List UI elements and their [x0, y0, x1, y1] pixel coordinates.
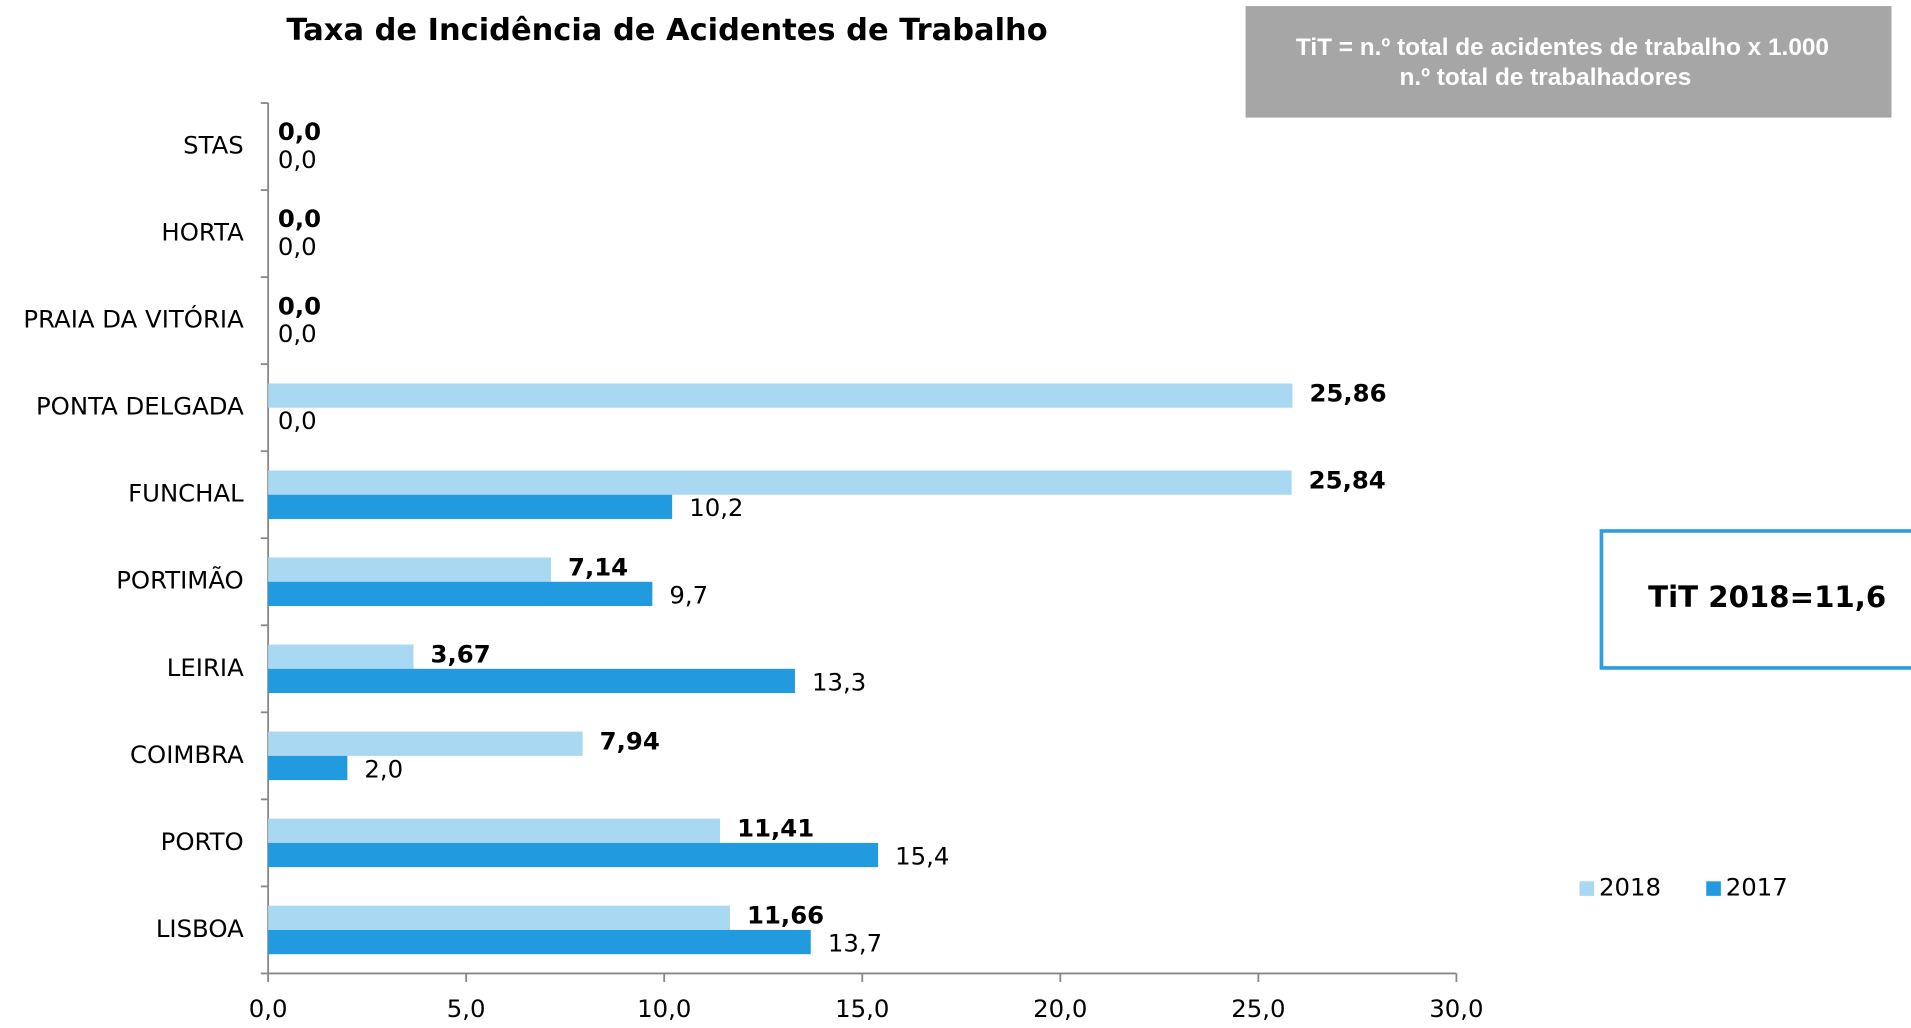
x-tick-label: 30,0 [1429, 994, 1483, 1023]
value-label: 7,94 [600, 727, 660, 756]
legend-swatch [1579, 881, 1595, 896]
value-label: 0,0 [278, 319, 317, 348]
value-label: 2,0 [364, 754, 403, 783]
legend-label: 2017 [1726, 873, 1788, 902]
formula-line: TiT = n.º total de acidentes de trabalho… [1296, 34, 1829, 61]
legend-label: 2018 [1599, 873, 1661, 902]
bar [268, 731, 583, 756]
bar [268, 755, 348, 781]
bar [268, 470, 1292, 495]
value-label: 25,84 [1309, 465, 1386, 494]
y-tick-label: PONTA DELGADA [36, 392, 244, 421]
value-label: 0,0 [278, 232, 317, 261]
bar [268, 494, 673, 519]
value-label: 7,14 [568, 552, 628, 581]
x-tick-label: 5,0 [447, 994, 486, 1023]
y-tick-label: STAS [183, 131, 244, 160]
value-label: 0,0 [278, 117, 321, 146]
y-tick-label: PORTIMÃO [116, 565, 244, 595]
x-tick-label: 25,0 [1231, 994, 1285, 1023]
x-tick-label: 15,0 [835, 994, 889, 1023]
bar [268, 818, 721, 843]
x-tick-label: 0,0 [249, 994, 288, 1023]
value-label: 0,0 [278, 145, 317, 174]
value-label: 0,0 [278, 406, 317, 435]
value-label: 9,7 [669, 580, 708, 609]
y-tick-label: COIMBRA [130, 740, 244, 769]
value-label: 10,2 [689, 493, 743, 522]
formula-box [1245, 6, 1892, 118]
bar [268, 581, 653, 607]
highlight-box [1599, 529, 1911, 670]
bar [268, 557, 551, 582]
formula-line: n.º total de trabalhadores [1399, 64, 1691, 91]
value-label: 11,66 [747, 901, 824, 930]
x-tick-label: 20,0 [1033, 994, 1087, 1023]
y-tick-label: LISBOA [156, 914, 244, 943]
value-label: 3,67 [431, 640, 491, 669]
highlight-text: TiT 2018=11,6 [1648, 580, 1886, 614]
bar [268, 842, 879, 868]
y-tick-label: FUNCHAL [128, 479, 244, 508]
chart-title: Taxa de Incidência de Acidentes de Traba… [286, 13, 1047, 48]
bar [268, 383, 1293, 408]
bar [268, 929, 811, 955]
value-label: 13,3 [812, 667, 866, 696]
x-tick-label: 10,0 [637, 994, 691, 1023]
value-label: 25,86 [1309, 378, 1386, 407]
y-tick-label: LEIRIA [167, 653, 244, 682]
bar [268, 668, 795, 694]
y-tick-label: HORTA [161, 218, 244, 247]
bar [268, 644, 414, 669]
value-label: 15,4 [895, 841, 949, 870]
bar [268, 905, 730, 930]
legend-swatch [1706, 881, 1721, 896]
y-tick-label: PRAIA DA VITÓRIA [23, 304, 244, 334]
y-tick-label: PORTO [161, 827, 244, 856]
value-label: 0,0 [278, 291, 321, 320]
value-label: 11,41 [737, 814, 814, 843]
value-label: 0,0 [278, 204, 321, 233]
value-label: 13,7 [828, 929, 882, 958]
